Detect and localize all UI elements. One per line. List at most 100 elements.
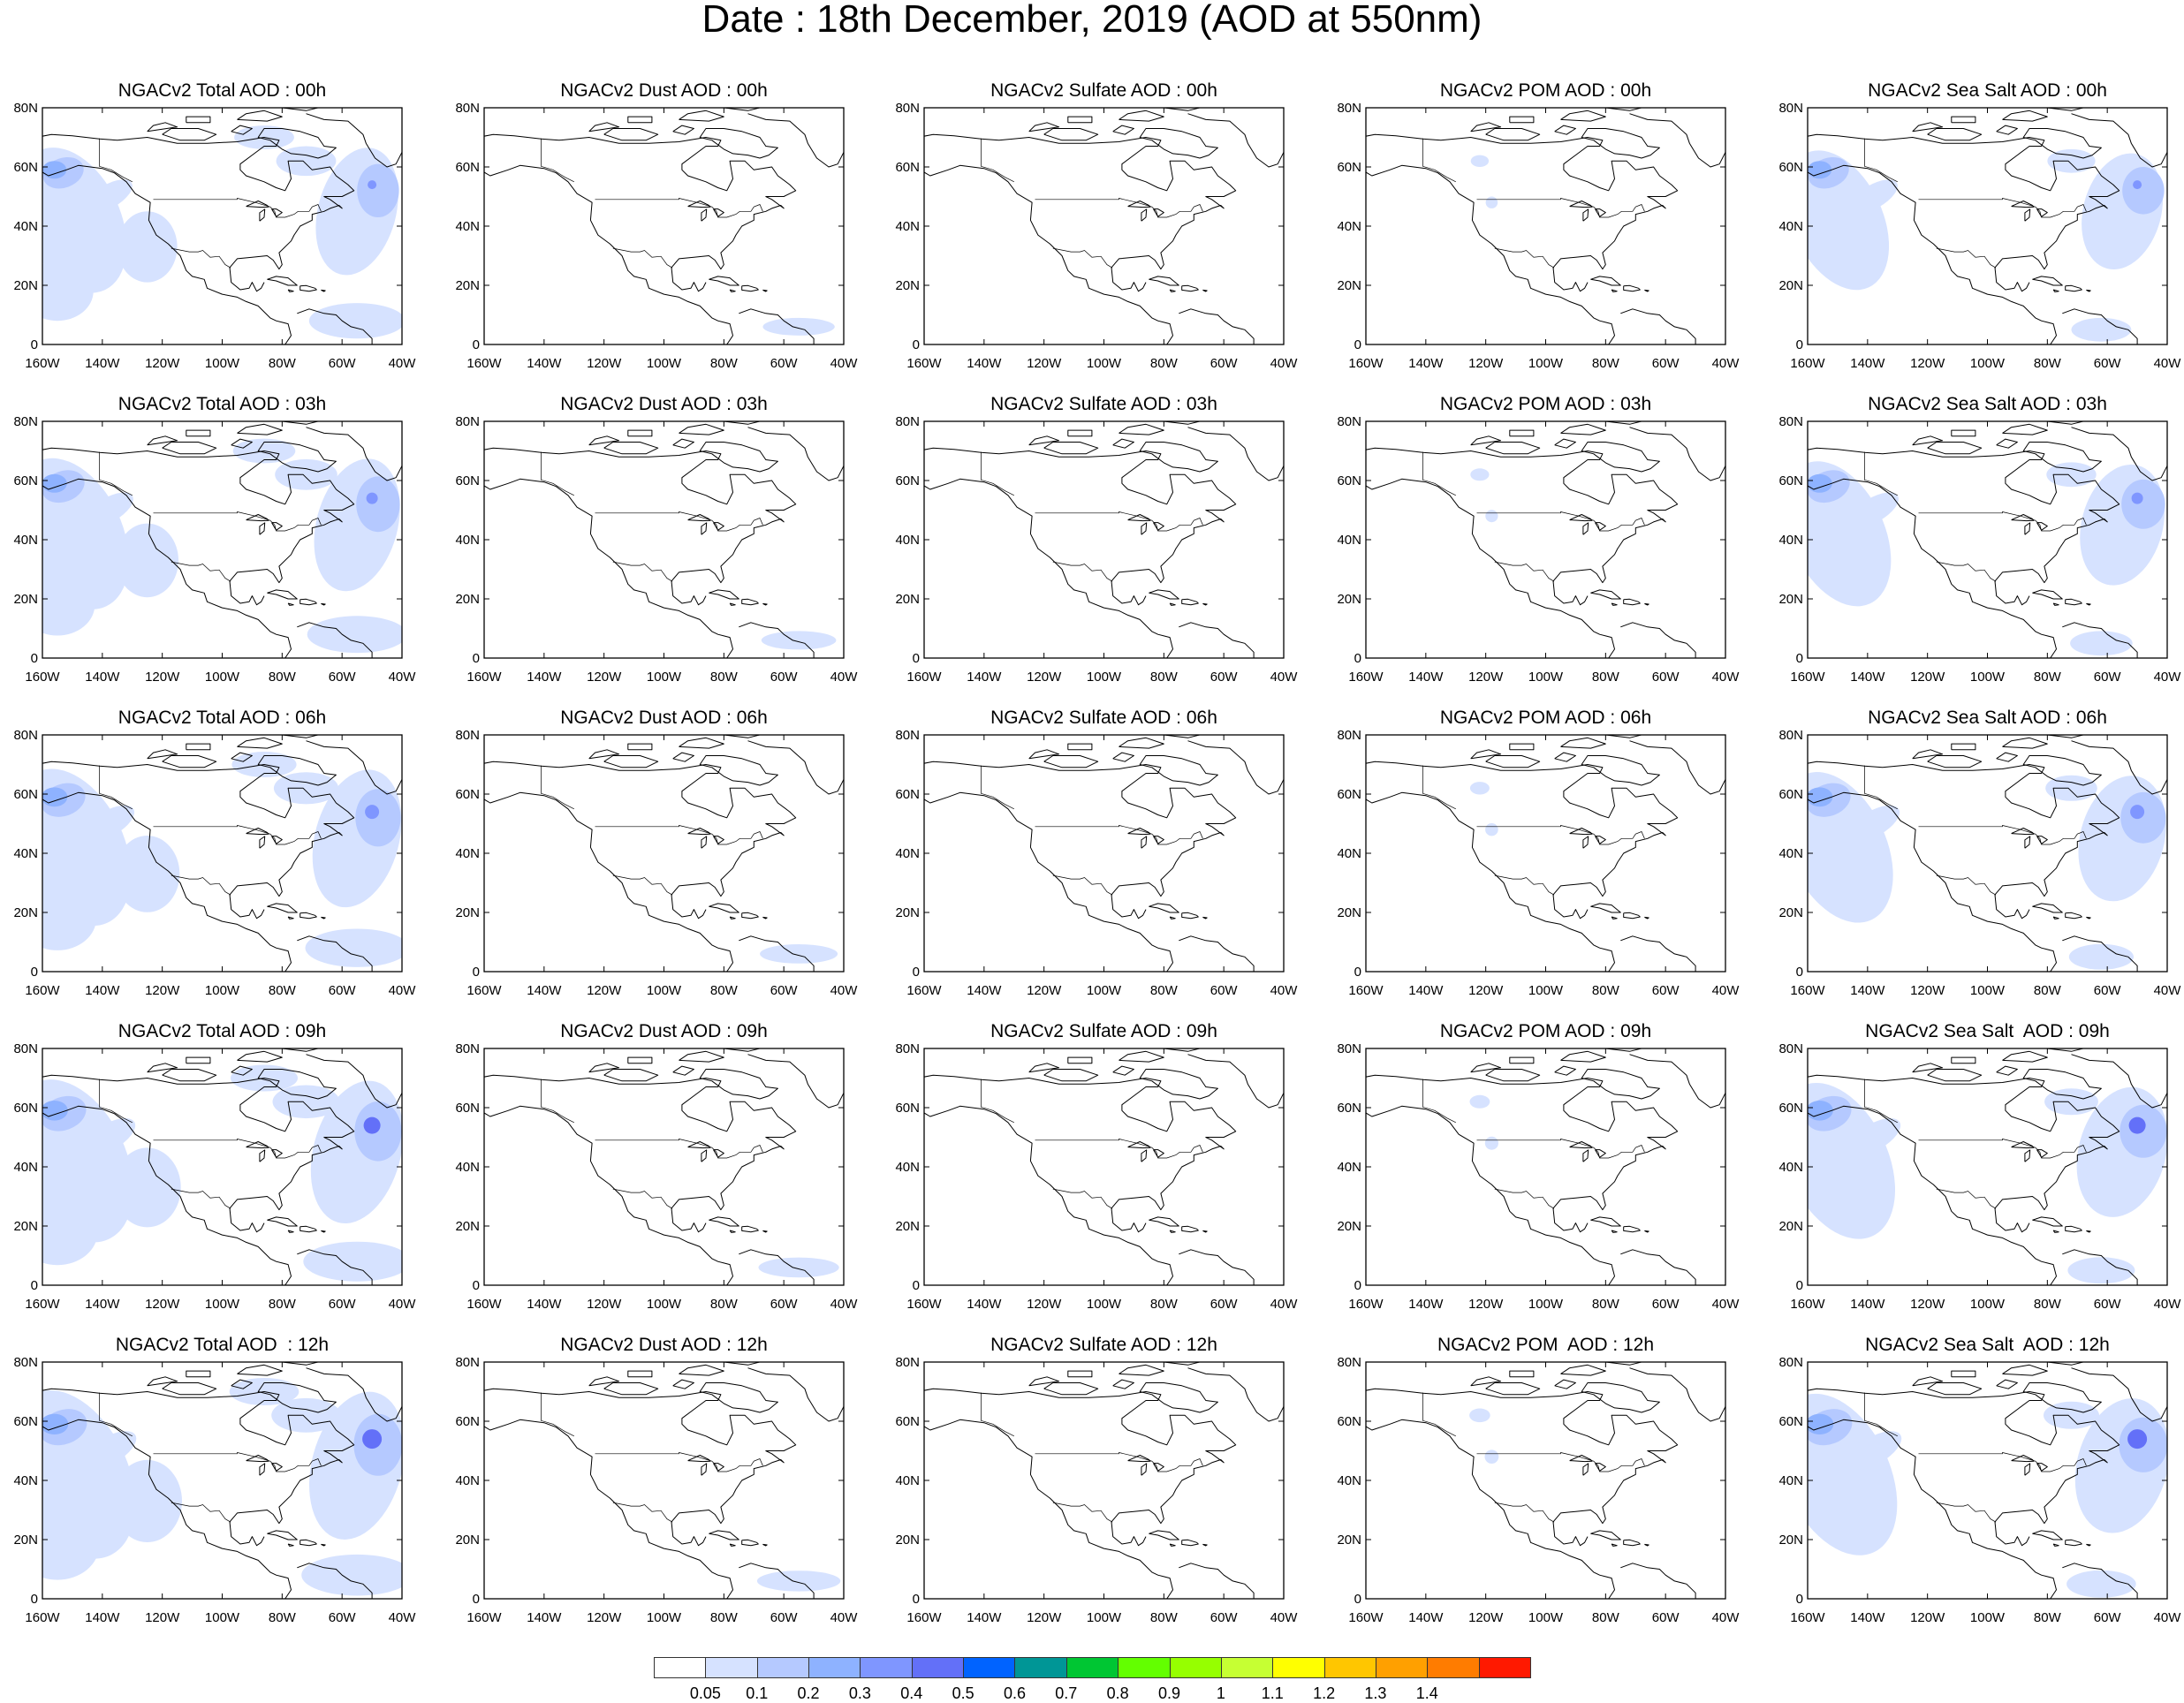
- map-plot: 160W 140W 120W 100W 80W 60W 40W 0 20N 40N 60N 80N: [13, 1041, 416, 1312]
- aod-shading: [116, 523, 178, 598]
- lat-tick-label: 40N: [13, 219, 38, 234]
- lon-tick-label: 140W: [527, 670, 562, 685]
- lat-tick-label: 60N: [1778, 1414, 1803, 1429]
- panel-title: NGACv2 POM AOD : 06h: [1439, 708, 1652, 728]
- panel-title: NGACv2 Dust AOD : 09h: [560, 1021, 768, 1041]
- lon-tick-label: 80W: [2034, 1610, 2062, 1625]
- aod-peak: [2131, 492, 2143, 504]
- lon-tick-label: 120W: [1027, 1297, 1062, 1312]
- lon-tick-label: 40W: [1270, 670, 1299, 685]
- map-panel-pom-09h: NGACv2 POM AOD : 09h 160W 140W 120W 100W 80W 6…: [1323, 1022, 1765, 1333]
- lon-tick-label: 80W: [1150, 670, 1179, 685]
- coastlines: [1808, 1048, 2167, 1285]
- map-panel-dust-06h: NGACv2 Dust AOD : 06h 160W 140W 120W 100W 80W…: [442, 708, 883, 1019]
- aod-shading: [303, 1241, 402, 1282]
- aod-shading: [1484, 1136, 1498, 1150]
- map-plot: 160W 140W 120W 100W 80W 60W 40W 0 20N 40N 60N 80N: [1337, 728, 1740, 998]
- lon-tick-label: 60W: [329, 356, 357, 371]
- political-borders: [99, 451, 322, 582]
- colorbar-label: 0.5: [952, 1684, 974, 1702]
- aod-shading: [1485, 196, 1498, 208]
- lon-tick-label: 80W: [1150, 356, 1179, 371]
- lat-tick-label: 40N: [455, 1473, 480, 1488]
- lat-tick-label: 20N: [455, 278, 480, 293]
- map-plot: 160W 140W 120W 100W 80W 60W 40W 0 20N 40N 60N 80N: [895, 1041, 1298, 1312]
- lon-tick-label: 40W: [1712, 670, 1740, 685]
- aod-shading: [117, 211, 178, 283]
- lon-tick-label: 140W: [85, 1610, 120, 1625]
- colorbar-swatch: [860, 1657, 913, 1678]
- lat-tick-label: 40N: [1337, 846, 1361, 861]
- lon-tick-label: 60W: [329, 670, 357, 685]
- political-borders: [541, 138, 763, 269]
- lat-tick-label: 80N: [1778, 414, 1803, 429]
- lat-tick-label: 40N: [895, 1473, 920, 1488]
- colorbar-swatch: [705, 1657, 758, 1678]
- lon-tick-label: 160W: [1790, 356, 1825, 371]
- lon-tick-label: 60W: [1210, 670, 1239, 685]
- aod-shading: [42, 1101, 68, 1121]
- lon-tick-label: 160W: [466, 670, 502, 685]
- lat-tick-label: 20N: [455, 1533, 480, 1548]
- lon-tick-label: 120W: [1468, 356, 1504, 371]
- lat-tick-label: 0: [1354, 1592, 1361, 1607]
- lat-tick-label: 60N: [13, 1414, 38, 1429]
- aod-peak: [363, 1116, 381, 1134]
- lat-tick-label: 0: [31, 1278, 38, 1293]
- panel-title: NGACv2 Sea Salt AOD : 00h: [1868, 80, 2107, 101]
- lon-tick-label: 140W: [1850, 670, 1885, 685]
- lon-tick-label: 160W: [1790, 983, 1825, 998]
- colorbar-swatch: [1272, 1657, 1325, 1678]
- map-panel-pom-06h: NGACv2 POM AOD : 06h 160W 140W 120W 100W 80W 6…: [1323, 708, 1765, 1019]
- aod-shading: [112, 1459, 182, 1542]
- coastlines: [484, 108, 844, 344]
- lat-tick-label: 60N: [455, 1101, 480, 1116]
- aod-shading: [42, 886, 96, 950]
- colorbar-swatch: [654, 1657, 707, 1678]
- lon-tick-label: 60W: [770, 1297, 799, 1312]
- lat-tick-label: 40N: [895, 1160, 920, 1175]
- aod-shading: [2046, 462, 2097, 488]
- lon-tick-label: 140W: [85, 670, 120, 685]
- lat-tick-label: 0: [473, 1592, 480, 1607]
- lon-tick-label: 140W: [1850, 1297, 1885, 1312]
- lat-tick-label: 0: [1796, 1278, 1803, 1293]
- lon-tick-label: 80W: [710, 983, 739, 998]
- lon-tick-label: 100W: [1970, 1297, 2006, 1312]
- aod-shading: [354, 1101, 402, 1162]
- lon-tick-label: 60W: [329, 1610, 357, 1625]
- coastlines: [924, 421, 1284, 658]
- map-panel-seasalt-06h: NGACv2 Sea Salt AOD : 06h 160W 140W 120W 100…: [1765, 708, 2184, 1019]
- coastlines: [42, 1362, 402, 1599]
- lat-tick-label: 80N: [455, 414, 480, 429]
- lon-tick-label: 80W: [2034, 983, 2062, 998]
- lat-tick-label: 80N: [895, 101, 920, 116]
- map-frame: [483, 107, 845, 345]
- lat-tick-label: 40N: [1778, 1473, 1803, 1488]
- panel-title: NGACv2 Sulfate AOD : 12h: [990, 1335, 1217, 1355]
- lat-tick-label: 0: [1796, 1592, 1803, 1607]
- coastlines: [1366, 108, 1725, 344]
- political-borders: [99, 765, 322, 896]
- coastlines: [484, 1362, 844, 1599]
- colorbar-label: 0.2: [797, 1684, 820, 1702]
- lon-tick-label: 120W: [1468, 670, 1504, 685]
- aod-shading: [1485, 510, 1498, 523]
- lon-tick-label: 120W: [1468, 983, 1504, 998]
- lon-tick-label: 60W: [2094, 356, 2122, 371]
- aod-shading: [357, 163, 399, 217]
- lon-tick-label: 160W: [1790, 1610, 1825, 1625]
- lon-tick-label: 60W: [1652, 670, 1680, 685]
- lon-tick-label: 160W: [25, 356, 60, 371]
- lon-tick-label: 120W: [1027, 356, 1062, 371]
- colorbar-swatch: [1427, 1657, 1480, 1678]
- lon-tick-label: 140W: [1850, 1610, 1885, 1625]
- lon-tick-label: 60W: [1652, 983, 1680, 998]
- lat-tick-label: 60N: [13, 160, 38, 175]
- map-plot: 160W 140W 120W 100W 80W 60W 40W 0 20N 40N 60N 80N: [455, 414, 858, 685]
- lat-tick-label: 60N: [1778, 473, 1803, 488]
- lon-tick-label: 100W: [647, 1610, 682, 1625]
- lat-tick-label: 20N: [895, 905, 920, 920]
- map-panel-seasalt-03h: NGACv2 Sea Salt AOD : 03h 160W 140W 120W 100…: [1765, 395, 2184, 706]
- lon-tick-label: 100W: [1087, 356, 1122, 371]
